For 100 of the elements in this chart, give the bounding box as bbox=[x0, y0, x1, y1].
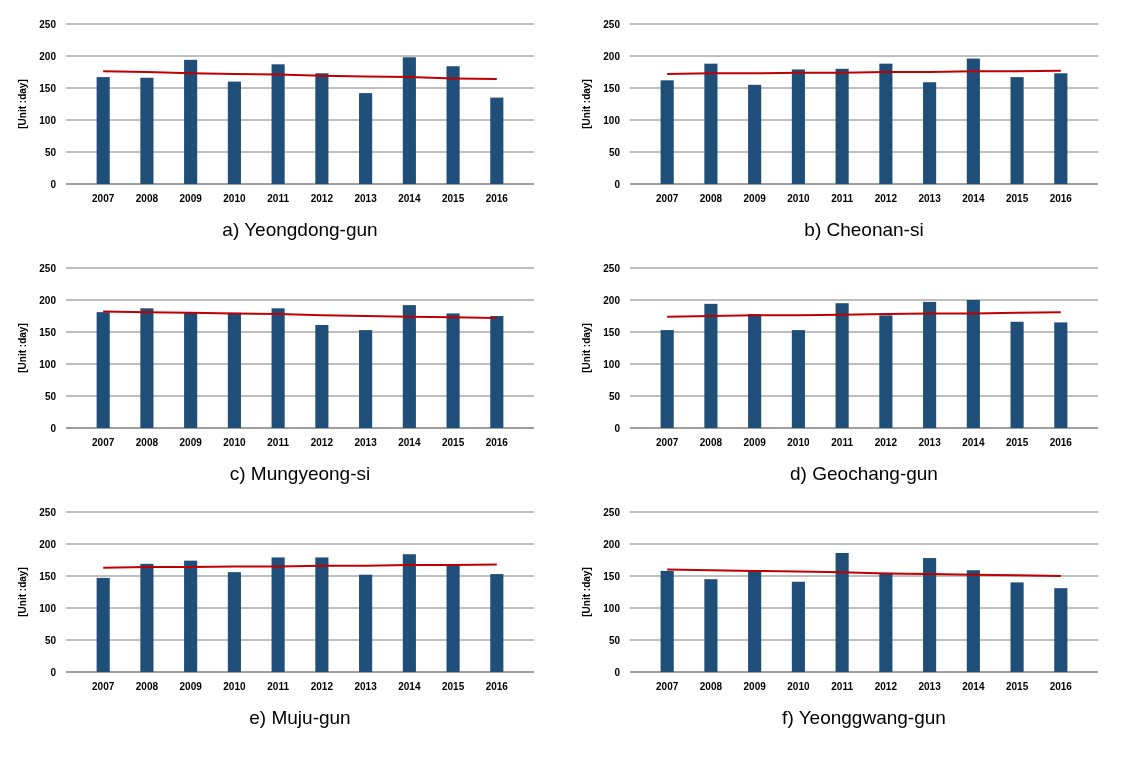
bar bbox=[271, 64, 285, 184]
x-tick-label: 2016 bbox=[485, 437, 509, 448]
y-tick-label: 100 bbox=[603, 358, 621, 370]
bar bbox=[446, 313, 460, 428]
x-tick-label: 2014 bbox=[398, 193, 421, 204]
y-axis-title: [Unit :day] bbox=[581, 79, 592, 129]
bar bbox=[923, 558, 937, 672]
x-tick-label: 2013 bbox=[918, 681, 942, 692]
x-tick-label: 2012 bbox=[874, 193, 898, 204]
x-tick-label: 2008 bbox=[135, 437, 159, 448]
y-tick-label: 250 bbox=[603, 506, 621, 518]
y-tick-label: 100 bbox=[39, 602, 57, 614]
x-tick-label: 2010 bbox=[223, 193, 246, 204]
bar bbox=[315, 324, 329, 428]
bar bbox=[446, 564, 460, 672]
bar bbox=[923, 301, 937, 428]
bar bbox=[660, 80, 674, 184]
y-tick-label: 150 bbox=[39, 570, 57, 582]
bar bbox=[490, 574, 504, 672]
line-series bbox=[102, 310, 498, 319]
x-tick-label: 2008 bbox=[699, 437, 723, 448]
x-tick-label: 2016 bbox=[1049, 681, 1073, 692]
text: d) Geochang-gun bbox=[790, 463, 938, 484]
bar bbox=[490, 316, 504, 428]
y-tick-label: 0 bbox=[50, 666, 57, 678]
y-axis-title: [Unit :day] bbox=[17, 323, 28, 373]
y-tick-label: 0 bbox=[50, 178, 57, 190]
bar bbox=[791, 581, 805, 672]
y-tick-label: 200 bbox=[603, 538, 621, 550]
y-tick-label: 50 bbox=[608, 634, 621, 646]
bar bbox=[660, 330, 674, 428]
x-tick-label: 2008 bbox=[135, 193, 159, 204]
text: e) Muju-gun bbox=[249, 707, 351, 728]
y-tick-label: 50 bbox=[608, 390, 621, 402]
x-tick-label: 2009 bbox=[179, 681, 203, 692]
x-tick-label: 2015 bbox=[441, 437, 465, 448]
bar bbox=[96, 312, 110, 428]
x-tick-label: 2008 bbox=[135, 681, 159, 692]
y-tick-label: 0 bbox=[614, 178, 621, 190]
bar bbox=[184, 59, 198, 184]
x-tick-label: 2014 bbox=[398, 437, 421, 448]
y-tick-label: 50 bbox=[44, 390, 57, 402]
bar bbox=[1010, 321, 1024, 428]
y-tick-label: 50 bbox=[608, 146, 621, 158]
y-tick-label: 150 bbox=[603, 326, 621, 338]
bar bbox=[227, 312, 241, 428]
bar bbox=[315, 557, 329, 672]
bar bbox=[359, 574, 373, 672]
x-tick-label: 2010 bbox=[223, 437, 246, 448]
bar bbox=[704, 63, 718, 184]
y-tick-label: 100 bbox=[603, 602, 621, 614]
bar bbox=[227, 81, 241, 184]
y-axis-title: [Unit :day] bbox=[17, 79, 28, 129]
bar bbox=[966, 300, 980, 428]
bar bbox=[402, 305, 416, 428]
y-tick-label: 0 bbox=[614, 666, 621, 678]
x-tick-label: 2009 bbox=[743, 437, 767, 448]
bar bbox=[490, 97, 504, 184]
bar bbox=[748, 84, 762, 184]
x-tick-label: 2011 bbox=[831, 437, 854, 448]
bar bbox=[966, 58, 980, 184]
x-tick-label: 2015 bbox=[1005, 681, 1029, 692]
x-tick-label: 2014 bbox=[398, 681, 421, 692]
x-tick-label: 2016 bbox=[1049, 437, 1073, 448]
x-tick-label: 2012 bbox=[310, 681, 334, 692]
bar bbox=[879, 572, 893, 672]
y-tick-label: 200 bbox=[39, 50, 57, 62]
y-tick-label: 150 bbox=[39, 326, 57, 338]
x-tick-label: 2014 bbox=[962, 193, 985, 204]
bar bbox=[835, 552, 849, 672]
bar bbox=[1054, 322, 1068, 428]
x-tick-label: 2013 bbox=[354, 681, 378, 692]
bar bbox=[660, 570, 674, 672]
y-axis-title: [Unit :day] bbox=[581, 567, 592, 617]
y-tick-label: 250 bbox=[39, 18, 57, 30]
y-tick-label: 50 bbox=[44, 634, 57, 646]
x-tick-label: 2014 bbox=[962, 437, 985, 448]
bar bbox=[1054, 73, 1068, 184]
x-tick-label: 2009 bbox=[179, 437, 203, 448]
x-tick-label: 2010 bbox=[223, 681, 246, 692]
bar bbox=[271, 308, 285, 428]
x-tick-label: 2009 bbox=[179, 193, 203, 204]
bar bbox=[879, 315, 893, 428]
x-tick-label: 2013 bbox=[354, 193, 378, 204]
bar bbox=[96, 77, 110, 184]
x-tick-label: 2013 bbox=[918, 193, 942, 204]
text: a) Yeongdong-gun bbox=[222, 219, 378, 240]
y-tick-label: 0 bbox=[50, 422, 57, 434]
bar bbox=[879, 63, 893, 184]
x-tick-label: 2011 bbox=[267, 681, 290, 692]
x-tick-label: 2015 bbox=[441, 193, 465, 204]
bar bbox=[140, 308, 154, 428]
x-tick-label: 2013 bbox=[354, 437, 378, 448]
text: c) Mungyeong-si bbox=[229, 463, 371, 484]
x-tick-label: 2011 bbox=[267, 437, 290, 448]
x-tick-label: 2012 bbox=[874, 681, 898, 692]
line-series bbox=[666, 568, 1062, 577]
bar bbox=[184, 560, 198, 672]
y-tick-label: 0 bbox=[614, 422, 621, 434]
bar bbox=[748, 314, 762, 428]
